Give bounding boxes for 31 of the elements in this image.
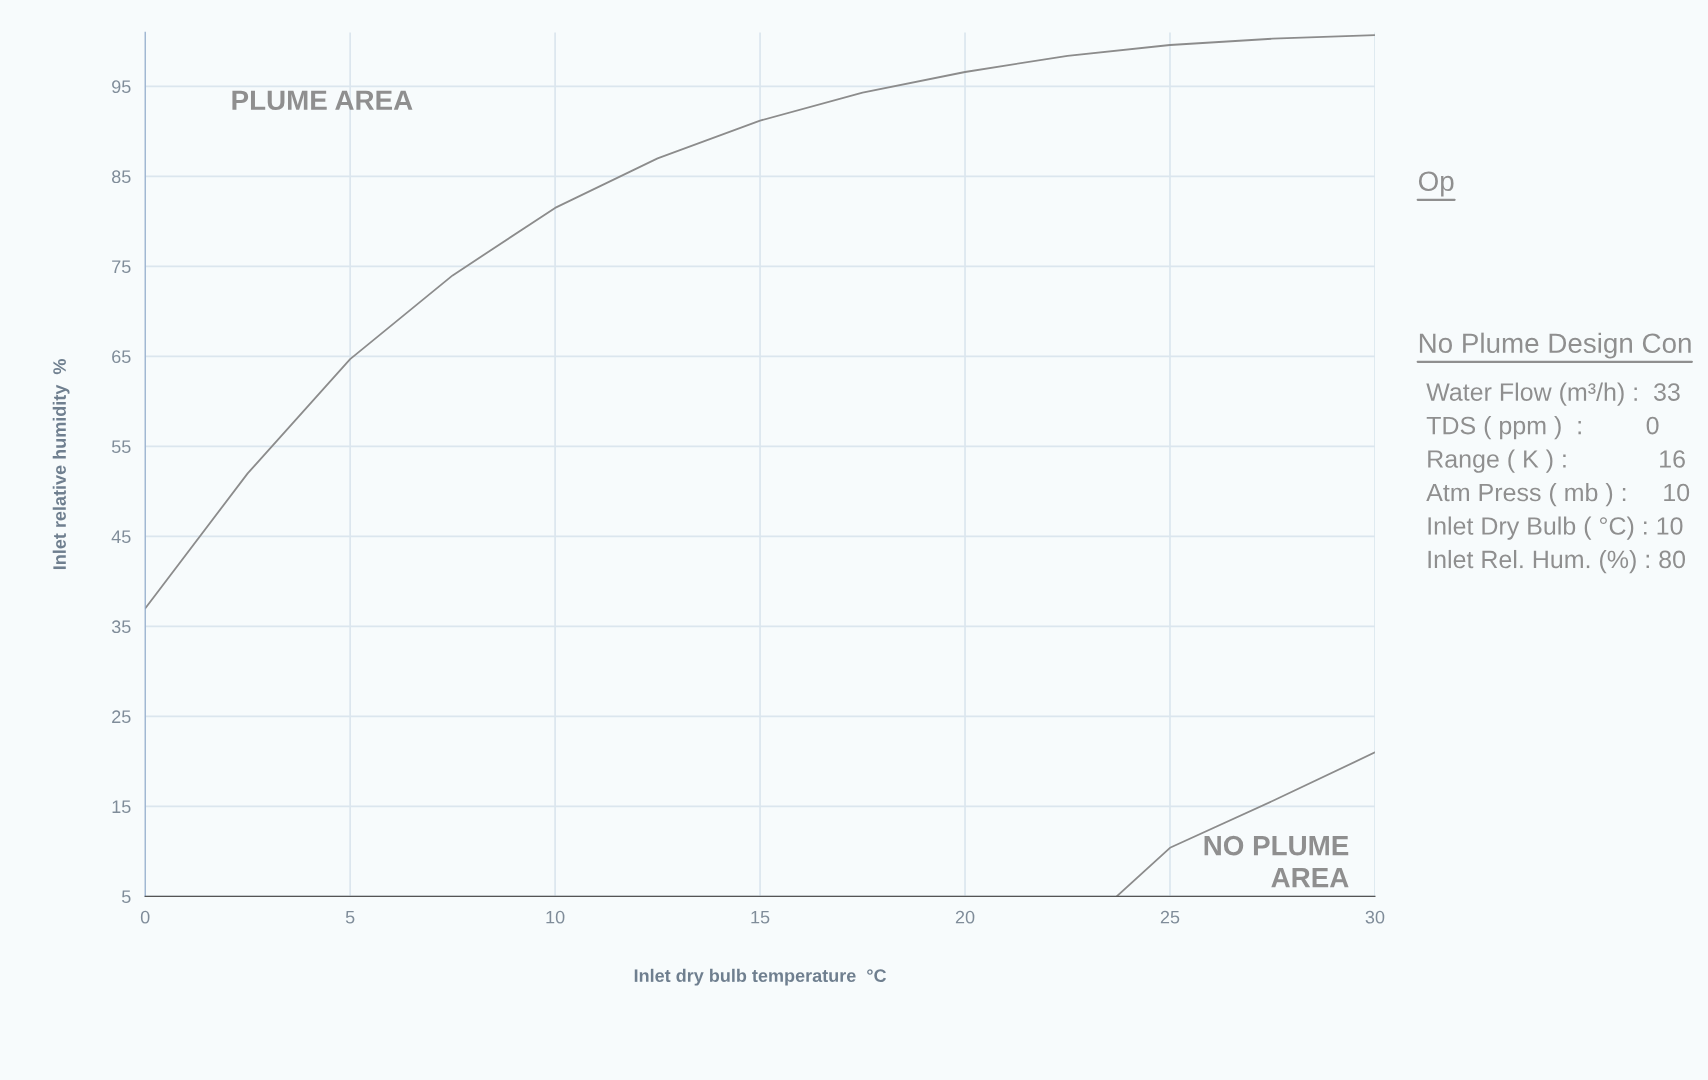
text: TDS ( ppm ) : 0 bbox=[1426, 416, 1659, 440]
x-axis-title: Inlet dry bulb temperature °C bbox=[634, 968, 887, 986]
text: Range ( K ) : 16 bbox=[1428, 449, 1685, 473]
y-tick-label: 35 bbox=[111, 620, 131, 634]
x-tick-label: 0 bbox=[140, 910, 150, 924]
y-tick-label: 25 bbox=[112, 710, 131, 724]
line-series bbox=[1115, 751, 1375, 897]
x-tick-label: 30 bbox=[1365, 910, 1385, 924]
y-tick-label: 85 bbox=[111, 170, 131, 184]
text: Water Flow (m³/h) : 33 bbox=[1426, 382, 1680, 406]
x-tick-label: 20 bbox=[955, 910, 975, 924]
y-tick-label: 75 bbox=[112, 260, 131, 274]
y-tick-label: 45 bbox=[111, 530, 131, 544]
annotation: PLUME AREA bbox=[232, 90, 413, 111]
y-tick-label: 55 bbox=[111, 440, 131, 454]
y-tick-label: 5 bbox=[121, 890, 131, 904]
text: Inlet Dry Bulb ( °C) : 10 bbox=[1428, 516, 1683, 540]
text: No Plume Design Con bbox=[1419, 332, 1691, 359]
y-axis-title: Inlet relative humidity % bbox=[52, 359, 70, 570]
line-series bbox=[145, 34, 1375, 610]
annotation: NO PLUME AREA bbox=[1204, 835, 1349, 888]
text: Op bbox=[1418, 171, 1454, 197]
x-tick-label: 25 bbox=[1160, 910, 1180, 924]
y-tick-label: 65 bbox=[112, 350, 131, 364]
text: Atm Press ( mb ) : 10 bbox=[1426, 482, 1690, 507]
x-tick-label: 15 bbox=[751, 910, 770, 924]
x-tick-label: 5 bbox=[345, 910, 355, 924]
y-tick-label: 95 bbox=[112, 80, 131, 94]
y-tick-label: 15 bbox=[112, 800, 131, 814]
text: Inlet Rel. Hum. (%) : 80 bbox=[1428, 549, 1685, 574]
x-tick-label: 10 bbox=[546, 910, 565, 924]
